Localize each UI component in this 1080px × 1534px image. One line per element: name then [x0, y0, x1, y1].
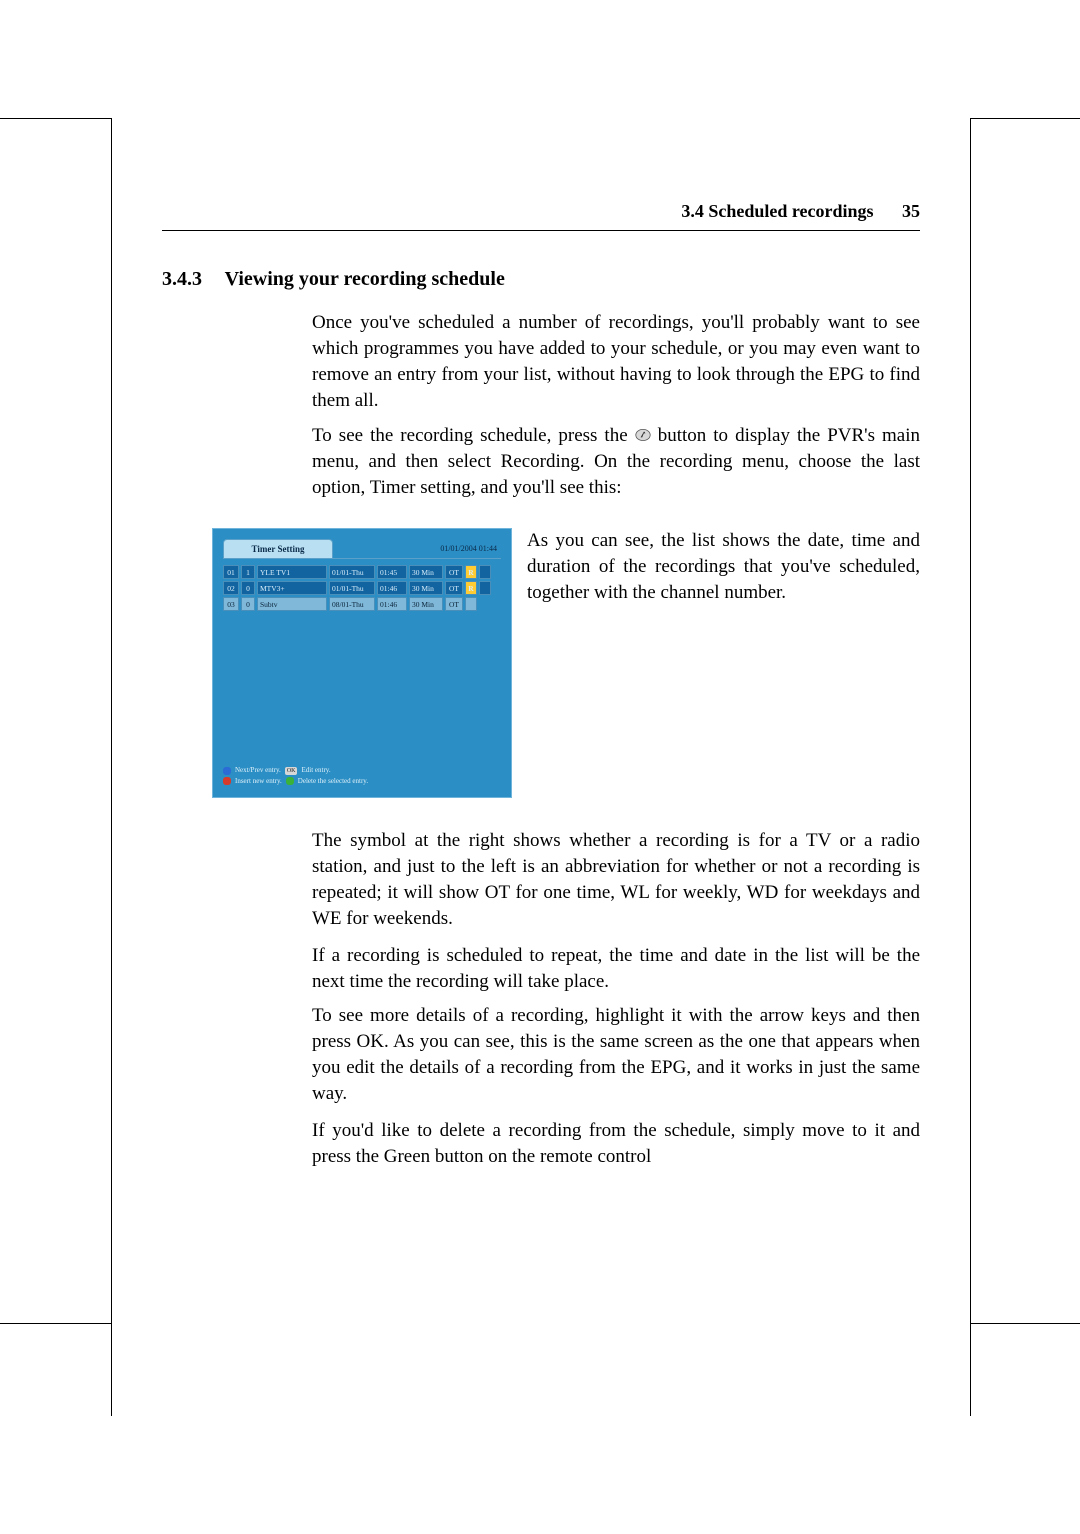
paragraph: As you can see, the list shows the date,… — [527, 528, 920, 606]
ok-icon: OK — [285, 767, 298, 775]
table-cell: OT — [445, 597, 463, 611]
screenshot-tab-title: Timer Setting — [223, 539, 333, 559]
tv-icon — [465, 597, 477, 611]
screenshot-legend: Next/Prev entry. OK Edit entry. Insert n… — [223, 766, 501, 787]
crop-mark — [971, 118, 1080, 119]
table-cell: 01/01-Thu — [329, 581, 375, 595]
header-rule — [162, 230, 920, 231]
crop-mark — [0, 118, 111, 119]
running-header: 3.4 Scheduled recordings 35 — [681, 201, 920, 222]
paragraph: If a recording is scheduled to repeat, t… — [312, 943, 920, 995]
table-row: 011YLE TV101/01-Thu01:4530 MinOTR — [223, 565, 501, 579]
table-cell: 01 — [223, 565, 239, 579]
section-title: Viewing your recording schedule — [225, 268, 505, 290]
legend-text: Next/Prev entry. — [235, 766, 281, 775]
crop-mark — [971, 1323, 1080, 1324]
table-cell: 01:46 — [377, 597, 407, 611]
table-cell: 30 Min — [409, 565, 443, 579]
table-cell: 0 — [241, 581, 255, 595]
table-cell: 1 — [241, 565, 255, 579]
table-cell: OT — [445, 565, 463, 579]
timer-setting-screenshot: Timer Setting 01/01/2004 01:44 011YLE TV… — [212, 528, 512, 798]
screenshot-tabbar: Timer Setting 01/01/2004 01:44 — [223, 539, 501, 559]
table-cell: 0 — [241, 597, 255, 611]
paragraph: Once you've scheduled a number of record… — [312, 310, 920, 414]
table-cell: YLE TV1 — [257, 565, 327, 579]
table-cell: 01/01-Thu — [329, 565, 375, 579]
paragraph: To see the recording schedule, press the… — [312, 423, 920, 501]
record-flag-icon: R — [465, 581, 477, 595]
table-row: 030Subtv08/01-Thu01:4630 MinOT — [223, 597, 501, 611]
record-flag-icon: R — [465, 565, 477, 579]
header-page-number: 35 — [902, 201, 920, 221]
legend-text: Insert new entry. — [235, 777, 282, 786]
tv-icon — [479, 565, 491, 579]
paragraph-text: To see the recording schedule, press the — [312, 425, 635, 446]
red-dot-icon — [223, 777, 231, 785]
table-cell: MTV3+ — [257, 581, 327, 595]
paragraph: If you'd like to delete a recording from… — [312, 1118, 920, 1170]
table-cell: OT — [445, 581, 463, 595]
legend-text: Delete the selected entry. — [298, 777, 368, 786]
table-cell: 01:46 — [377, 581, 407, 595]
paragraph: The symbol at the right shows whether a … — [312, 828, 920, 932]
paragraph: To see more details of a recording, high… — [312, 1003, 920, 1107]
table-cell: 30 Min — [409, 581, 443, 595]
section-heading: 3.4.3 Viewing your recording schedule — [162, 268, 505, 291]
crop-mark — [0, 1323, 111, 1324]
table-row: 020MTV3+01/01-Thu01:4630 MinOTR — [223, 581, 501, 595]
screenshot-clock: 01/01/2004 01:44 — [333, 539, 501, 559]
screenshot-table: 011YLE TV101/01-Thu01:4530 MinOTR020MTV3… — [223, 565, 501, 611]
table-cell: 30 Min — [409, 597, 443, 611]
page-frame: 3.4 Scheduled recordings 35 3.4.3 Viewin… — [111, 118, 971, 1416]
table-cell: 02 — [223, 581, 239, 595]
table-cell: 03 — [223, 597, 239, 611]
tv-icon — [479, 581, 491, 595]
section-number: 3.4.3 — [162, 268, 202, 290]
header-section: 3.4 Scheduled recordings — [681, 201, 873, 221]
table-cell: 08/01-Thu — [329, 597, 375, 611]
table-cell: 01:45 — [377, 565, 407, 579]
arrow-icon — [223, 767, 231, 775]
green-dot-icon — [286, 777, 294, 785]
table-cell: Subtv — [257, 597, 327, 611]
remote-button-icon — [635, 425, 651, 441]
legend-text: Edit entry. — [301, 766, 330, 775]
